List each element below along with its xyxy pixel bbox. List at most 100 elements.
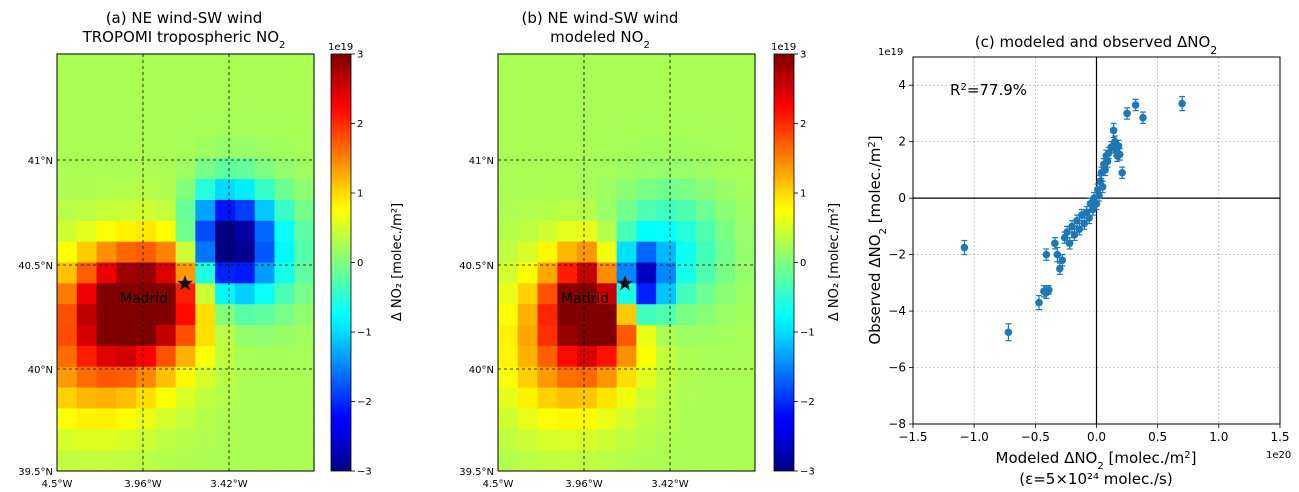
heatmap-cell	[155, 283, 177, 305]
heatmap-cell	[735, 179, 756, 201]
point-marker	[1089, 205, 1097, 214]
heatmap-cell	[57, 199, 78, 222]
scatter-point	[1103, 155, 1112, 168]
heatmap-cell	[498, 199, 519, 222]
point-marker	[1131, 101, 1140, 109]
heatmap-cell	[96, 54, 117, 76]
x-tick-label: 0.0	[1087, 430, 1106, 444]
heatmap-cell	[735, 241, 756, 264]
heatmap-cell	[96, 199, 117, 222]
heatmap-cell	[577, 116, 598, 138]
heatmap-cell	[116, 450, 137, 472]
heatmap-cell	[57, 366, 78, 389]
heatmap-cell	[274, 241, 295, 264]
panel-a-ytick-3: 41°N	[28, 156, 53, 167]
heatmap-cell	[274, 74, 295, 97]
x-tick-label: −1.5	[898, 430, 927, 444]
heatmap-cell	[294, 158, 315, 180]
heatmap-cell	[557, 450, 578, 472]
y-tick-label: −4	[888, 304, 906, 318]
heatmap-cell	[155, 220, 177, 243]
heatmap-cell	[215, 179, 236, 201]
x-tick-label: −0.5	[1021, 430, 1050, 444]
heatmap-cell	[636, 325, 657, 347]
heatmap-cell	[195, 408, 216, 430]
point-marker	[1044, 286, 1053, 294]
scatter-point	[1131, 98, 1140, 112]
heatmap-cell	[537, 387, 558, 410]
heatmap-cell	[234, 450, 256, 472]
heatmap-cell	[715, 158, 736, 180]
heatmap-cell	[96, 241, 117, 264]
panel-b-city-label: Madrid	[561, 291, 609, 307]
heatmap-cell	[695, 366, 717, 389]
colorbar-tick-label: 2	[357, 119, 363, 130]
heatmap-cell	[76, 450, 98, 472]
point-marker	[1004, 328, 1013, 337]
heatmap-cell	[735, 262, 756, 284]
heatmap-cell	[116, 366, 137, 389]
heatmap-cell	[596, 387, 618, 410]
heatmap-cell	[57, 220, 78, 243]
heatmap-cell	[57, 387, 78, 410]
heatmap-cell	[116, 116, 137, 138]
heatmap-cell	[675, 387, 697, 410]
y-tick-label: −6	[888, 361, 906, 375]
heatmap-cell	[175, 74, 196, 97]
scatter-point	[1065, 237, 1074, 250]
heatmap-cell	[57, 345, 78, 368]
heatmap-cell	[636, 387, 657, 410]
heatmap-cell	[557, 429, 578, 451]
heatmap-cell	[596, 325, 618, 347]
heatmap-cell	[616, 345, 637, 368]
panel-b-colorbar-ticks: 3 2 1 0 −1 −2 −3	[794, 50, 815, 478]
panel-a-city-star-icon	[176, 275, 194, 291]
heatmap-cell	[254, 366, 276, 389]
heatmap-cell	[136, 116, 157, 138]
heatmap-cell	[254, 304, 276, 326]
colorbar-tick-label: 0	[357, 258, 363, 269]
heatmap-cell	[636, 179, 657, 201]
x-tick-label: 1.5	[1270, 430, 1289, 444]
heatmap-cell	[577, 199, 598, 222]
heatmap-cell	[96, 262, 117, 284]
heatmap-cell	[675, 95, 697, 118]
scatter-point	[1109, 122, 1118, 139]
heatmap-cell	[498, 408, 519, 430]
heatmap-cell	[517, 74, 539, 97]
scatter-point	[1098, 180, 1107, 194]
heatmap-cell	[294, 262, 315, 284]
heatmap-cell	[254, 74, 276, 97]
heatmap-cell	[195, 158, 216, 180]
heatmap-cell	[636, 116, 657, 138]
heatmap-cell	[498, 262, 519, 284]
heatmap-cell	[616, 199, 637, 222]
colorbar-tick-label: 2	[800, 119, 806, 130]
heatmap-cell	[215, 137, 236, 159]
heatmap-cell	[695, 283, 717, 305]
point-marker	[1118, 168, 1126, 177]
heatmap-cell	[234, 241, 256, 264]
heatmap-cell	[636, 408, 657, 430]
panel-b-colorbar-label: Δ NO₂ [molec./m²]	[827, 203, 842, 321]
heatmap-cell	[517, 366, 539, 389]
heatmap-cell	[234, 283, 256, 305]
heatmap-cell	[234, 137, 256, 159]
panel-c-xticks: −1.5 −1.0 −0.5 0.0 0.5 1.0 1.5	[898, 424, 1290, 444]
heatmap-cell	[234, 387, 256, 410]
heatmap-cell	[596, 262, 618, 284]
heatmap-cell	[498, 345, 519, 368]
heatmap-cell	[695, 345, 717, 368]
colorbar-tick-label: −1	[357, 328, 372, 339]
heatmap-cell	[234, 345, 256, 368]
heatmap-cell	[656, 95, 677, 118]
panel-c-r2-annotation: R2=77.9%	[950, 81, 1027, 99]
heatmap-cell	[136, 179, 157, 201]
heatmap-cell	[517, 199, 539, 222]
point-marker	[1095, 191, 1103, 200]
heatmap-cell	[195, 241, 216, 264]
heatmap-cell	[57, 429, 78, 451]
heatmap-cell	[57, 95, 78, 118]
heatmap-cell	[557, 241, 578, 264]
panel-c-xlabel-line2: (ε=5×10²⁴ molec./s)	[1019, 470, 1172, 488]
